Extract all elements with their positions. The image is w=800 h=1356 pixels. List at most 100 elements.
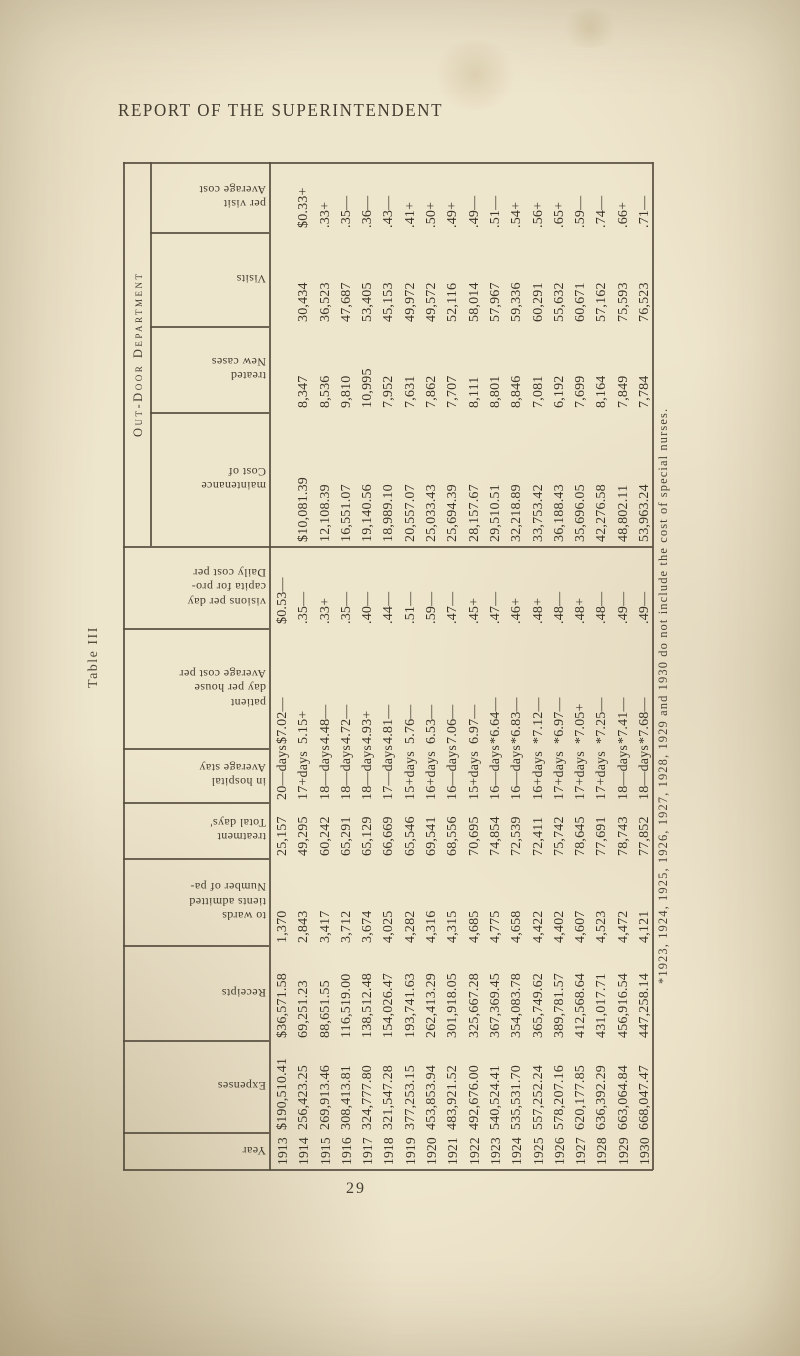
- cell-value: 620,177.85: [573, 1065, 589, 1130]
- cell-value: 431,017.71: [594, 973, 610, 1038]
- row-patients-admitted: 1,370 2,843 3,417 3,712 3,674 4,025 4,282 4,316…: [272, 858, 656, 947]
- cell-value: 17+days: [296, 751, 312, 800]
- cell-value: 1926: [551, 1137, 567, 1165]
- label-separator: [123, 802, 269, 804]
- cell-value: 367,369.45: [487, 973, 503, 1038]
- cell-value: 412,568.64: [573, 973, 589, 1038]
- cell-value: 3,417: [317, 910, 333, 944]
- outdoor-department-label: Out-Door Department: [131, 271, 145, 437]
- cell-value: 58,014: [466, 282, 482, 322]
- cell-value: 49,295: [296, 816, 312, 856]
- row-label-new-cases-treated: treated New cases: [152, 326, 266, 412]
- cell-value: 325,667.28: [466, 973, 482, 1038]
- cell-value: 308,413.81: [338, 1065, 354, 1130]
- cell-value: 75,742: [551, 816, 567, 856]
- cell-value: 7,631: [402, 375, 418, 409]
- cell-value: 4,607: [573, 910, 589, 944]
- cell-value: 57,967: [487, 282, 503, 322]
- cell-value: 365,749.62: [530, 973, 546, 1038]
- cell-value: 16,551.07: [338, 484, 354, 542]
- label-line: to wards: [221, 909, 266, 924]
- cell-value: 48,802.11: [615, 484, 631, 542]
- cell-value: .74—: [594, 195, 610, 228]
- cell-value: 17+days: [594, 751, 610, 800]
- cell-value: 301,918.05: [445, 973, 461, 1038]
- cell-value: 1924: [509, 1137, 525, 1165]
- cell-value: 1929: [615, 1137, 631, 1165]
- cell-value: 269,913.46: [317, 1065, 333, 1130]
- cell-value: 20,557.07: [402, 484, 418, 542]
- cell-value: 42,276.58: [594, 484, 610, 542]
- label-line: treatment: [217, 830, 266, 845]
- cell-value: 15+days: [466, 751, 482, 800]
- cell-value: 2,843: [296, 910, 312, 944]
- cell-value: *6.64—: [487, 697, 503, 744]
- cell-value: 45,153: [381, 282, 397, 322]
- cell-value: 578,207.16: [551, 1065, 567, 1130]
- cell-value: 12,108.39: [317, 484, 333, 542]
- cell-value: 4,025: [381, 910, 397, 944]
- cell-value: .47—: [445, 591, 461, 624]
- cell-value: 1930: [637, 1137, 653, 1165]
- cell-value: 75,593: [615, 282, 631, 322]
- cell-value: *6.83—: [509, 697, 525, 744]
- label-line: tients admitted: [189, 894, 266, 909]
- row-average-cost-per-day: $7.02— 5.15+ 4.48— 4.72— 4.93+ 4.81— 5.76— 6.53…: [272, 628, 656, 748]
- cell-value: 29,510.51: [487, 484, 503, 542]
- row-label-year: Year: [127, 1132, 266, 1169]
- cell-value: 18—days: [615, 744, 631, 800]
- cell-value: 18—days: [360, 744, 376, 800]
- cell-value: .66+: [615, 201, 631, 228]
- cell-value: $36,571.58: [275, 973, 290, 1038]
- cell-value: 8,846: [509, 375, 525, 409]
- cell-value: 4,282: [402, 910, 418, 944]
- label-line: New cases: [211, 355, 266, 369]
- cell-value: .48—: [594, 591, 610, 624]
- cell-value: 66,669: [381, 816, 397, 856]
- cell-value: 17+days: [573, 751, 589, 800]
- label-line: Average cost: [199, 183, 266, 197]
- cell-value: 18—days: [338, 744, 354, 800]
- cell-value: 483,921.52: [445, 1065, 461, 1130]
- label-separator: [123, 1132, 269, 1134]
- cell-value: .35—: [338, 195, 354, 228]
- cell-value: 28,157.67: [466, 484, 482, 542]
- cell-value: 4,685: [466, 910, 482, 944]
- cell-value: 55,632: [551, 282, 567, 322]
- cell-value: 4,658: [509, 910, 525, 944]
- table-border-top: [123, 162, 653, 164]
- cell-value: 663,064.84: [615, 1065, 631, 1130]
- cell-value: 636,392.29: [594, 1065, 610, 1130]
- row-label-daily-cost-provisions: visions per day capita for pro- Daily co…: [127, 546, 266, 628]
- cell-value: 4,422: [530, 910, 546, 944]
- row-label-average-cost-per-day: patient day per house Average cost per: [127, 628, 266, 748]
- cell-value: 60,242: [317, 816, 333, 856]
- cell-value: .48+: [573, 597, 589, 624]
- cell-value: 4.48—: [317, 704, 333, 745]
- cell-value: 17—days: [381, 744, 397, 800]
- cell-value: 389,781.57: [551, 973, 567, 1038]
- cell-value: 1916: [338, 1137, 354, 1165]
- label-separator: [123, 748, 269, 750]
- cell-value: 49,972: [402, 282, 418, 322]
- cell-value: 16+days: [424, 751, 440, 800]
- cell-value: 1928: [594, 1137, 610, 1165]
- cell-value: $10,081.39: [296, 477, 312, 542]
- label-line: Average stay: [199, 761, 266, 775]
- label-line: Number of pa-: [190, 880, 266, 895]
- row-cost-of-maintenance: $10,081.39 12,108.39 16,551.07 19,140.56 18,…: [272, 412, 656, 546]
- cell-value: 1921: [445, 1137, 461, 1165]
- cell-value: .59—: [424, 591, 440, 624]
- cell-value: 78,743: [615, 816, 631, 856]
- cell-value: 3,712: [338, 910, 354, 944]
- cell-value: 1922: [466, 1137, 482, 1165]
- cell-value: .41+: [402, 201, 418, 228]
- cell-value: .51—: [487, 195, 503, 228]
- cell-value: $0.33+: [296, 187, 312, 228]
- cell-value: 5.15+: [296, 710, 312, 744]
- paper-stain: [560, 8, 620, 48]
- cell-value: *7.12—: [530, 697, 546, 744]
- cell-value: 7,699: [573, 375, 589, 409]
- cell-value: 25,157: [275, 816, 290, 856]
- row-label-receipts: Receipts: [127, 945, 266, 1040]
